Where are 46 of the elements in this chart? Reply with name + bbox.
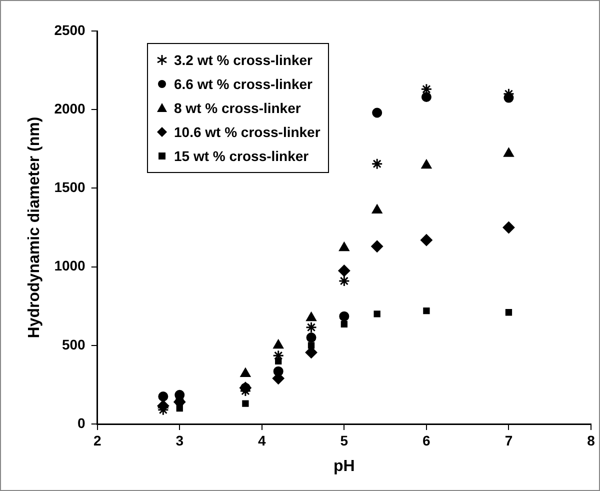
- point: [158, 391, 168, 402]
- x-axis-title: pH: [334, 458, 355, 475]
- point: [374, 310, 380, 318]
- x-tick-label: 7: [504, 432, 513, 448]
- point: [242, 400, 249, 407]
- point: [240, 368, 251, 377]
- point: [371, 240, 384, 252]
- point: [340, 320, 348, 328]
- x-tick-label: 5: [340, 432, 348, 448]
- point: [306, 312, 317, 322]
- x-tick-label: 8: [587, 432, 596, 448]
- point: [338, 242, 350, 252]
- y-tick-label: 2000: [54, 100, 86, 116]
- legend-label: 15 wt % cross-linker: [174, 148, 309, 164]
- y-tick-label: 1500: [54, 179, 86, 196]
- x-tick-label: 4: [258, 432, 266, 448]
- legend-label: 8 wt % cross-linker: [174, 100, 301, 116]
- legend-label: 10.6 wt % cross-linker: [174, 124, 320, 140]
- point: [273, 339, 284, 349]
- y-tick-label: 2500: [54, 22, 86, 38]
- point: [339, 311, 350, 322]
- point: [372, 108, 382, 118]
- point: [421, 159, 432, 169]
- y-tick-label: 1000: [54, 258, 86, 274]
- point: [421, 92, 432, 102]
- point: [306, 322, 318, 334]
- legend-label: 3.2 wt % cross-linker: [174, 52, 313, 68]
- y-tick-label: 0: [78, 414, 86, 431]
- point: [273, 366, 284, 376]
- x-tick-label: 2: [93, 432, 102, 448]
- point: [423, 307, 430, 314]
- legend-label: 6.6 wt % cross-linker: [174, 76, 313, 92]
- point: [371, 158, 383, 170]
- y-tick-label: 500: [62, 336, 86, 352]
- point: [372, 204, 382, 214]
- point: [338, 275, 350, 287]
- point: [502, 222, 515, 234]
- point: [503, 148, 514, 157]
- x-tick-label: 6: [422, 432, 431, 448]
- point: [420, 83, 432, 95]
- point: [505, 309, 512, 316]
- y-axis-title: Hydrodynamic diameter (nm): [26, 116, 44, 338]
- point: [338, 264, 350, 277]
- point: [420, 234, 432, 246]
- x-tick-label: 3: [176, 432, 184, 448]
- point: [306, 332, 316, 343]
